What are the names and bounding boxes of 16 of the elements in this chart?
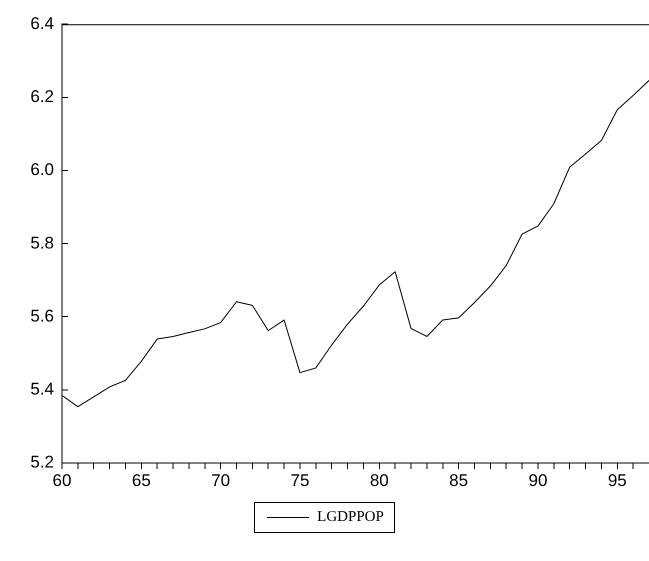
x-tick-label: 60 bbox=[52, 470, 72, 490]
x-tick-label: 70 bbox=[211, 470, 230, 490]
legend-label: LGDPPOP bbox=[317, 509, 384, 526]
y-tick-label: 5.2 bbox=[30, 452, 54, 472]
y-tick-label: 5.6 bbox=[30, 306, 54, 326]
y-tick-label: 5.4 bbox=[30, 380, 54, 399]
y-tick-label: 6.4 bbox=[30, 14, 54, 33]
x-tick-label: 65 bbox=[132, 470, 151, 490]
x-tick-label: 90 bbox=[528, 470, 548, 490]
x-tick-label: 95 bbox=[608, 470, 627, 490]
x-tick-label: 85 bbox=[449, 470, 468, 490]
y-tick-label: 6.2 bbox=[30, 87, 54, 106]
y-tick-label: 6.0 bbox=[30, 160, 54, 180]
x-tick-label: 80 bbox=[370, 470, 389, 490]
y-tick-label: 5.8 bbox=[30, 233, 54, 252]
x-tick-label: 75 bbox=[290, 470, 310, 490]
